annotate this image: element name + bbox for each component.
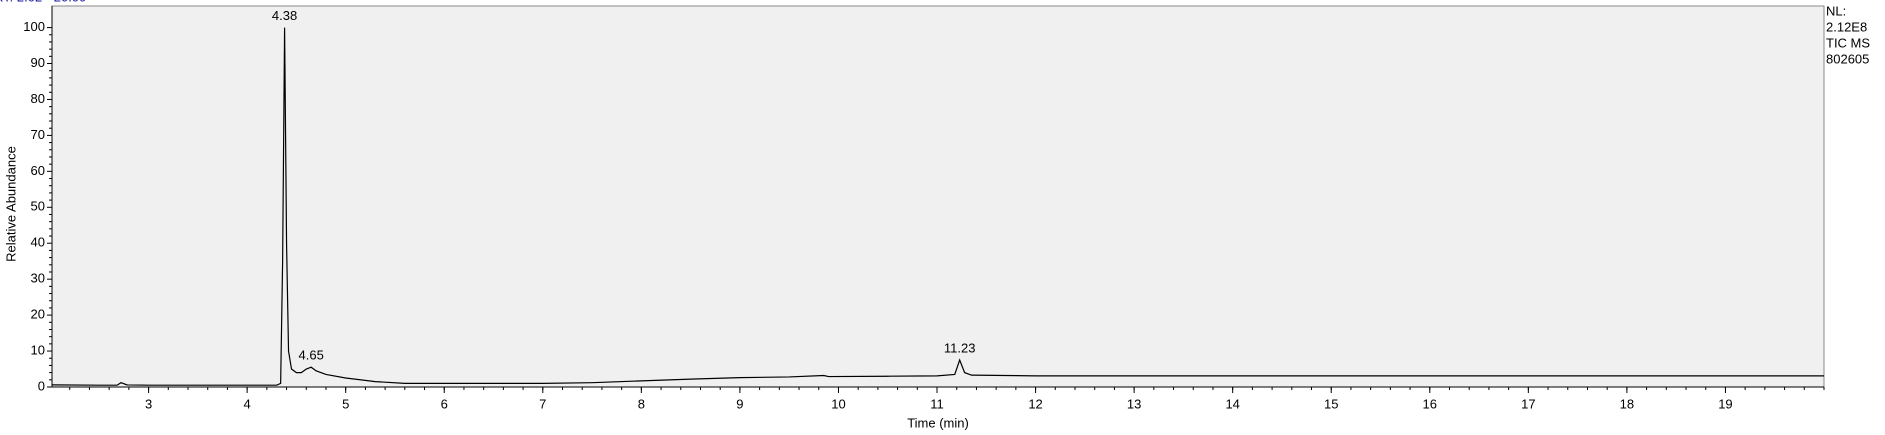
x-tick-label: 19 <box>1718 396 1732 411</box>
x-tick-label: 4 <box>244 396 251 411</box>
y-tick-label: 10 <box>31 342 45 357</box>
y-tick-label: 30 <box>31 271 45 286</box>
info-text: 802605 <box>1826 51 1869 66</box>
y-tick-label: 60 <box>31 163 45 178</box>
peak-label: 4.65 <box>299 348 324 363</box>
info-text: 2.12E8 <box>1826 19 1867 34</box>
info-text: TIC MS <box>1826 35 1870 50</box>
x-tick-label: 18 <box>1620 396 1634 411</box>
y-tick-label: 40 <box>31 235 45 250</box>
y-tick-label: 20 <box>31 307 45 322</box>
y-tick-label: 100 <box>23 19 45 34</box>
x-tick-label: 16 <box>1423 396 1437 411</box>
x-tick-label: 17 <box>1521 396 1535 411</box>
plot-area <box>51 5 1825 388</box>
info-text: NL: <box>1826 3 1846 18</box>
range-label: RT: 2.02 - 20.00 <box>0 0 86 4</box>
x-tick-label: 9 <box>736 396 743 411</box>
x-tick-label: 11 <box>930 396 944 411</box>
y-tick-label: 90 <box>31 55 45 70</box>
chromatogram-line <box>51 27 1824 386</box>
x-tick-label: 8 <box>638 396 645 411</box>
x-tick-label: 7 <box>539 396 546 411</box>
x-tick-label: 14 <box>1225 396 1239 411</box>
x-axis-label: Time (min) <box>907 415 969 430</box>
peak-label: 11.23 <box>944 340 976 355</box>
y-tick-label: 0 <box>38 378 45 393</box>
y-tick-label: 50 <box>31 199 45 214</box>
y-tick-label: 70 <box>31 127 45 142</box>
x-tick-label: 13 <box>1127 396 1141 411</box>
x-tick-label: 5 <box>342 396 349 411</box>
x-tick-label: 3 <box>145 396 152 411</box>
x-tick-label: 12 <box>1028 396 1042 411</box>
y-axis-label: Relative Abundance <box>3 146 18 262</box>
peak-label: 4.38 <box>272 8 297 23</box>
x-tick-label: 6 <box>441 396 448 411</box>
x-tick-label: 10 <box>831 396 845 411</box>
x-tick-label: 15 <box>1324 396 1338 411</box>
y-tick-label: 80 <box>31 91 45 106</box>
